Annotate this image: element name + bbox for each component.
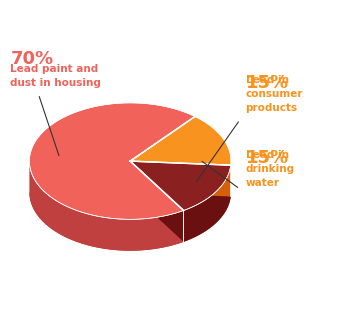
Polygon shape — [184, 165, 231, 242]
Text: Lead in
consumer
products: Lead in consumer products — [246, 75, 303, 113]
Text: Lead in
drinking
water: Lead in drinking water — [246, 150, 295, 188]
Polygon shape — [130, 161, 184, 242]
Text: 15%: 15% — [246, 149, 289, 167]
Polygon shape — [130, 161, 184, 242]
Polygon shape — [29, 193, 231, 251]
Text: Lead paint and
dust in housing: Lead paint and dust in housing — [10, 64, 101, 88]
Polygon shape — [130, 117, 231, 165]
Polygon shape — [29, 103, 195, 219]
Polygon shape — [130, 161, 231, 197]
Text: 15%: 15% — [246, 74, 289, 92]
Polygon shape — [130, 161, 231, 197]
Polygon shape — [29, 162, 184, 251]
Text: 70%: 70% — [10, 50, 54, 68]
Polygon shape — [130, 161, 231, 211]
